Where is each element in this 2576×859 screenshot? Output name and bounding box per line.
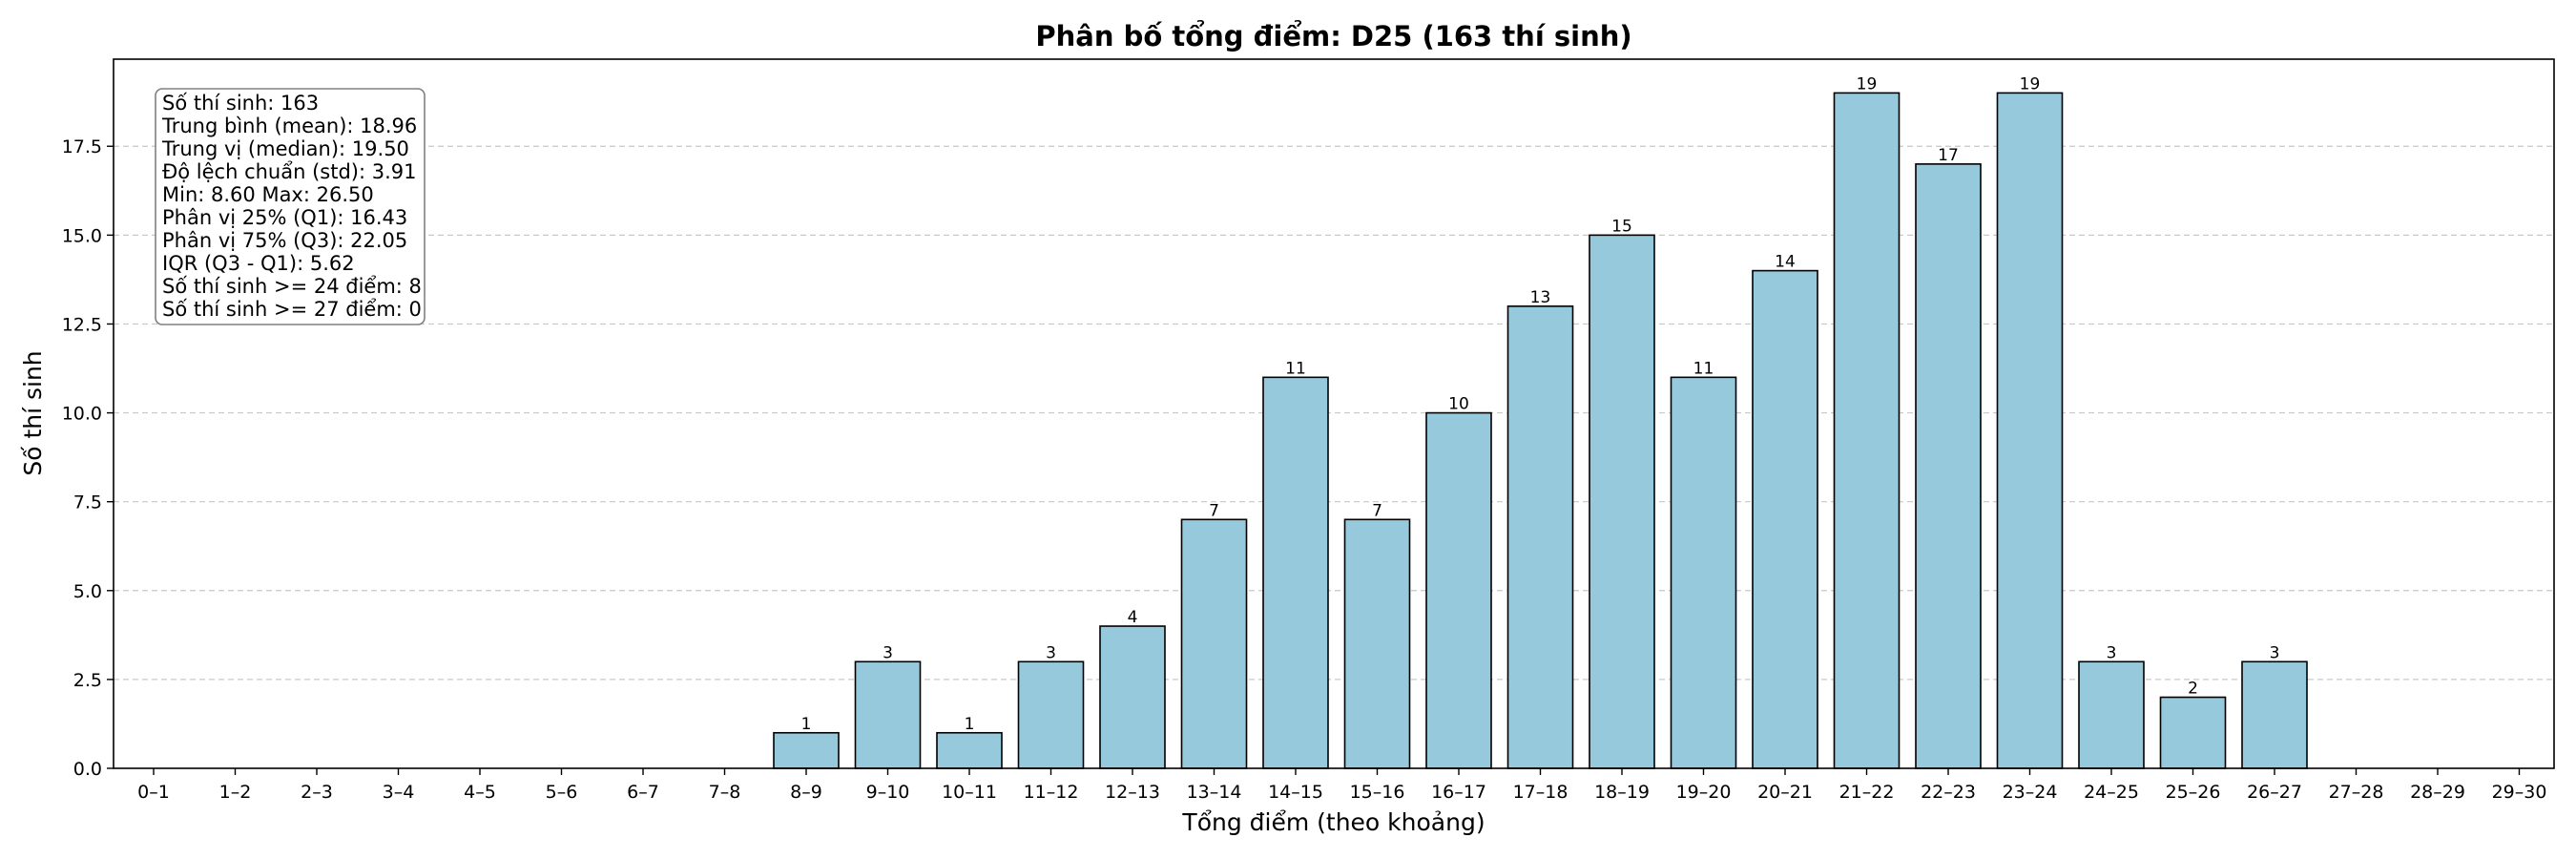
bars [773, 92, 2308, 769]
bar-value-label: 3 [2107, 643, 2117, 662]
x-tick-label: 29–30 [2492, 782, 2547, 803]
bar [1425, 411, 1492, 769]
x-tick-label: 15–16 [1350, 782, 1405, 803]
x-tick-label: 20–21 [1757, 782, 1813, 803]
stats-line: Độ lệch chuẩn (std): 3.91 [162, 160, 417, 183]
x-tick-label: 8–9 [790, 782, 822, 803]
bar [2159, 696, 2227, 769]
bar-value-label: 3 [1046, 643, 1056, 662]
x-tick-label: 28–29 [2410, 782, 2465, 803]
bar [1099, 625, 1166, 769]
y-axis-ticks: 0.0 2.5 5.0 7.5 10.0 12.5 15.0 17.5 [62, 136, 114, 780]
bar-value-label: 3 [2270, 643, 2280, 662]
bar-value-label: 13 [1530, 288, 1551, 307]
bar-value-label: 3 [883, 643, 893, 662]
bar-value-label: 10 [1448, 395, 1469, 414]
bar-value-label: 4 [1128, 608, 1138, 627]
bar-value-label: 14 [1775, 253, 1796, 272]
bar-value-label: 17 [1938, 146, 1959, 165]
x-tick-label: 26–27 [2247, 782, 2302, 803]
x-tick-label: 22–23 [1921, 782, 1976, 803]
plot-frame [113, 58, 2555, 769]
bar-value-label: 15 [1611, 217, 1632, 236]
bar-value-label: 7 [1209, 501, 1219, 520]
x-tick-label: 18–19 [1594, 782, 1650, 803]
stats-line: Min: 8.60 Max: 26.50 [162, 183, 374, 206]
x-tick-label: 3–4 [383, 782, 415, 803]
y-tick-label: 0.0 [73, 759, 102, 780]
x-tick-label: 14–15 [1268, 782, 1323, 803]
stats-line: Phân vị 75% (Q3): 22.05 [162, 229, 407, 252]
y-tick-label: 12.5 [62, 314, 102, 335]
chart-title: Phân bố tổng điểm: D25 (163 thí sinh) [1035, 20, 1631, 52]
x-tick-label: 27–28 [2329, 782, 2384, 803]
x-tick-label: 11–12 [1024, 782, 1079, 803]
x-tick-label: 5–6 [546, 782, 578, 803]
x-tick-label: 17–18 [1513, 782, 1568, 803]
x-tick-label: 10–11 [942, 782, 997, 803]
bar [1017, 660, 1085, 769]
x-tick-label: 24–25 [2084, 782, 2139, 803]
gridlines [114, 145, 2554, 681]
bar [1833, 92, 1901, 769]
bar [1670, 376, 1737, 769]
stats-line: Số thí sinh: 163 [162, 92, 319, 115]
stats-line: Trung vị (median): 19.50 [161, 137, 409, 160]
x-tick-label: 25–26 [2166, 782, 2221, 803]
x-tick-label: 21–22 [1839, 782, 1895, 803]
y-axis-label: Số thí sinh [19, 350, 47, 475]
x-tick-label: 12–13 [1105, 782, 1160, 803]
y-tick-label: 7.5 [73, 492, 102, 513]
x-tick-label: 0–1 [137, 782, 170, 803]
x-tick-label: 4–5 [464, 782, 496, 803]
stats-line: Phân vị 25% (Q1): 16.43 [162, 206, 407, 229]
bar [1180, 518, 1248, 769]
x-axis-label: Tổng điểm (theo khoảng) [1181, 808, 1485, 836]
bar-value-label: 11 [1285, 359, 1306, 378]
x-tick-label: 9–10 [866, 782, 910, 803]
x-tick-label: 19–20 [1676, 782, 1732, 803]
bar-value-label: 1 [801, 715, 812, 734]
bar [773, 731, 840, 769]
y-tick-label: 17.5 [62, 136, 102, 157]
stats-line: Trung bình (mean): 18.96 [161, 115, 417, 137]
bar [1506, 305, 1574, 769]
bar-value-label: 19 [2020, 74, 2041, 94]
bar [1589, 234, 1655, 769]
x-tick-label: 13–14 [1187, 782, 1242, 803]
x-axis-ticks: 0–1 1–2 2–3 3–4 4–5 5–6 6–7 7–8 8–9 9–10 10–11 11–1… [137, 768, 2546, 803]
bar-value-label: 7 [1372, 501, 1382, 520]
stats-line: Số thí sinh >= 24 điểm: 8 [162, 275, 422, 298]
x-tick-label: 23–24 [2003, 782, 2058, 803]
bar [1752, 269, 1818, 769]
bar [1996, 92, 2064, 769]
x-tick-label: 1–2 [219, 782, 252, 803]
bar [1915, 163, 1982, 769]
x-tick-label: 6–7 [627, 782, 659, 803]
bar-value-label: 2 [2188, 680, 2198, 699]
stats-line: IQR (Q3 - Q1): 5.62 [162, 252, 355, 275]
bar [936, 731, 1003, 769]
stats-line: Số thí sinh >= 27 điểm: 0 [162, 298, 422, 321]
x-tick-label: 16–17 [1431, 782, 1486, 803]
bar-value-label: 19 [1857, 74, 1878, 94]
x-tick-label: 2–3 [301, 782, 333, 803]
stats-box-background [155, 88, 426, 325]
bar-value-label: 1 [965, 715, 975, 734]
bar [2078, 660, 2145, 769]
y-tick-label: 10.0 [62, 404, 102, 425]
y-tick-label: 15.0 [62, 225, 102, 246]
bar [1262, 376, 1329, 769]
y-tick-label: 2.5 [73, 670, 102, 691]
bar [1343, 518, 1411, 769]
bar [854, 660, 922, 769]
x-tick-label: 7–8 [709, 782, 741, 803]
y-tick-label: 5.0 [73, 581, 102, 602]
bar [2241, 660, 2308, 769]
bar-value-label: 11 [1693, 359, 1714, 378]
